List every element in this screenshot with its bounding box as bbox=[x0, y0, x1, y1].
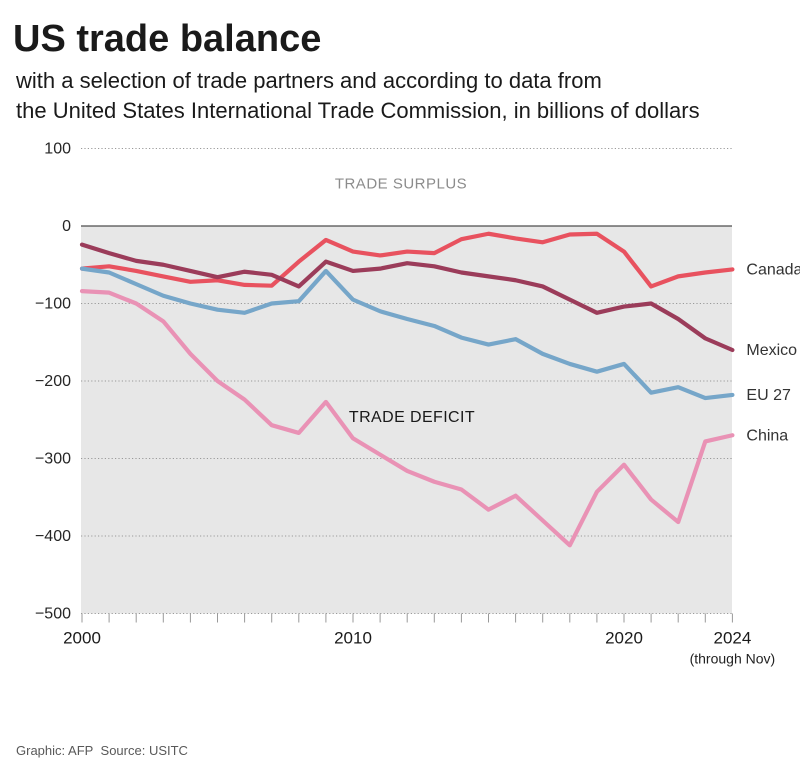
svg-text:(through Nov): (through Nov) bbox=[690, 651, 776, 667]
svg-text:−300: −300 bbox=[35, 451, 71, 468]
svg-text:100: 100 bbox=[44, 141, 71, 158]
svg-text:−400: −400 bbox=[35, 528, 71, 545]
svg-text:China: China bbox=[746, 427, 788, 444]
svg-text:TRADE SURPLUS: TRADE SURPLUS bbox=[335, 176, 467, 193]
svg-text:−500: −500 bbox=[35, 606, 71, 623]
svg-text:Mexico: Mexico bbox=[746, 342, 797, 359]
svg-text:2020: 2020 bbox=[605, 629, 643, 648]
svg-text:TRADE DEFICIT: TRADE DEFICIT bbox=[349, 409, 475, 426]
svg-text:2024: 2024 bbox=[713, 629, 751, 648]
svg-text:Canada: Canada bbox=[746, 261, 800, 278]
svg-text:0: 0 bbox=[62, 218, 71, 235]
svg-text:2000: 2000 bbox=[63, 629, 101, 648]
svg-text:−200: −200 bbox=[35, 373, 71, 390]
svg-text:−100: −100 bbox=[35, 296, 71, 313]
svg-text:EU 27: EU 27 bbox=[746, 387, 791, 404]
svg-text:2010: 2010 bbox=[334, 629, 372, 648]
